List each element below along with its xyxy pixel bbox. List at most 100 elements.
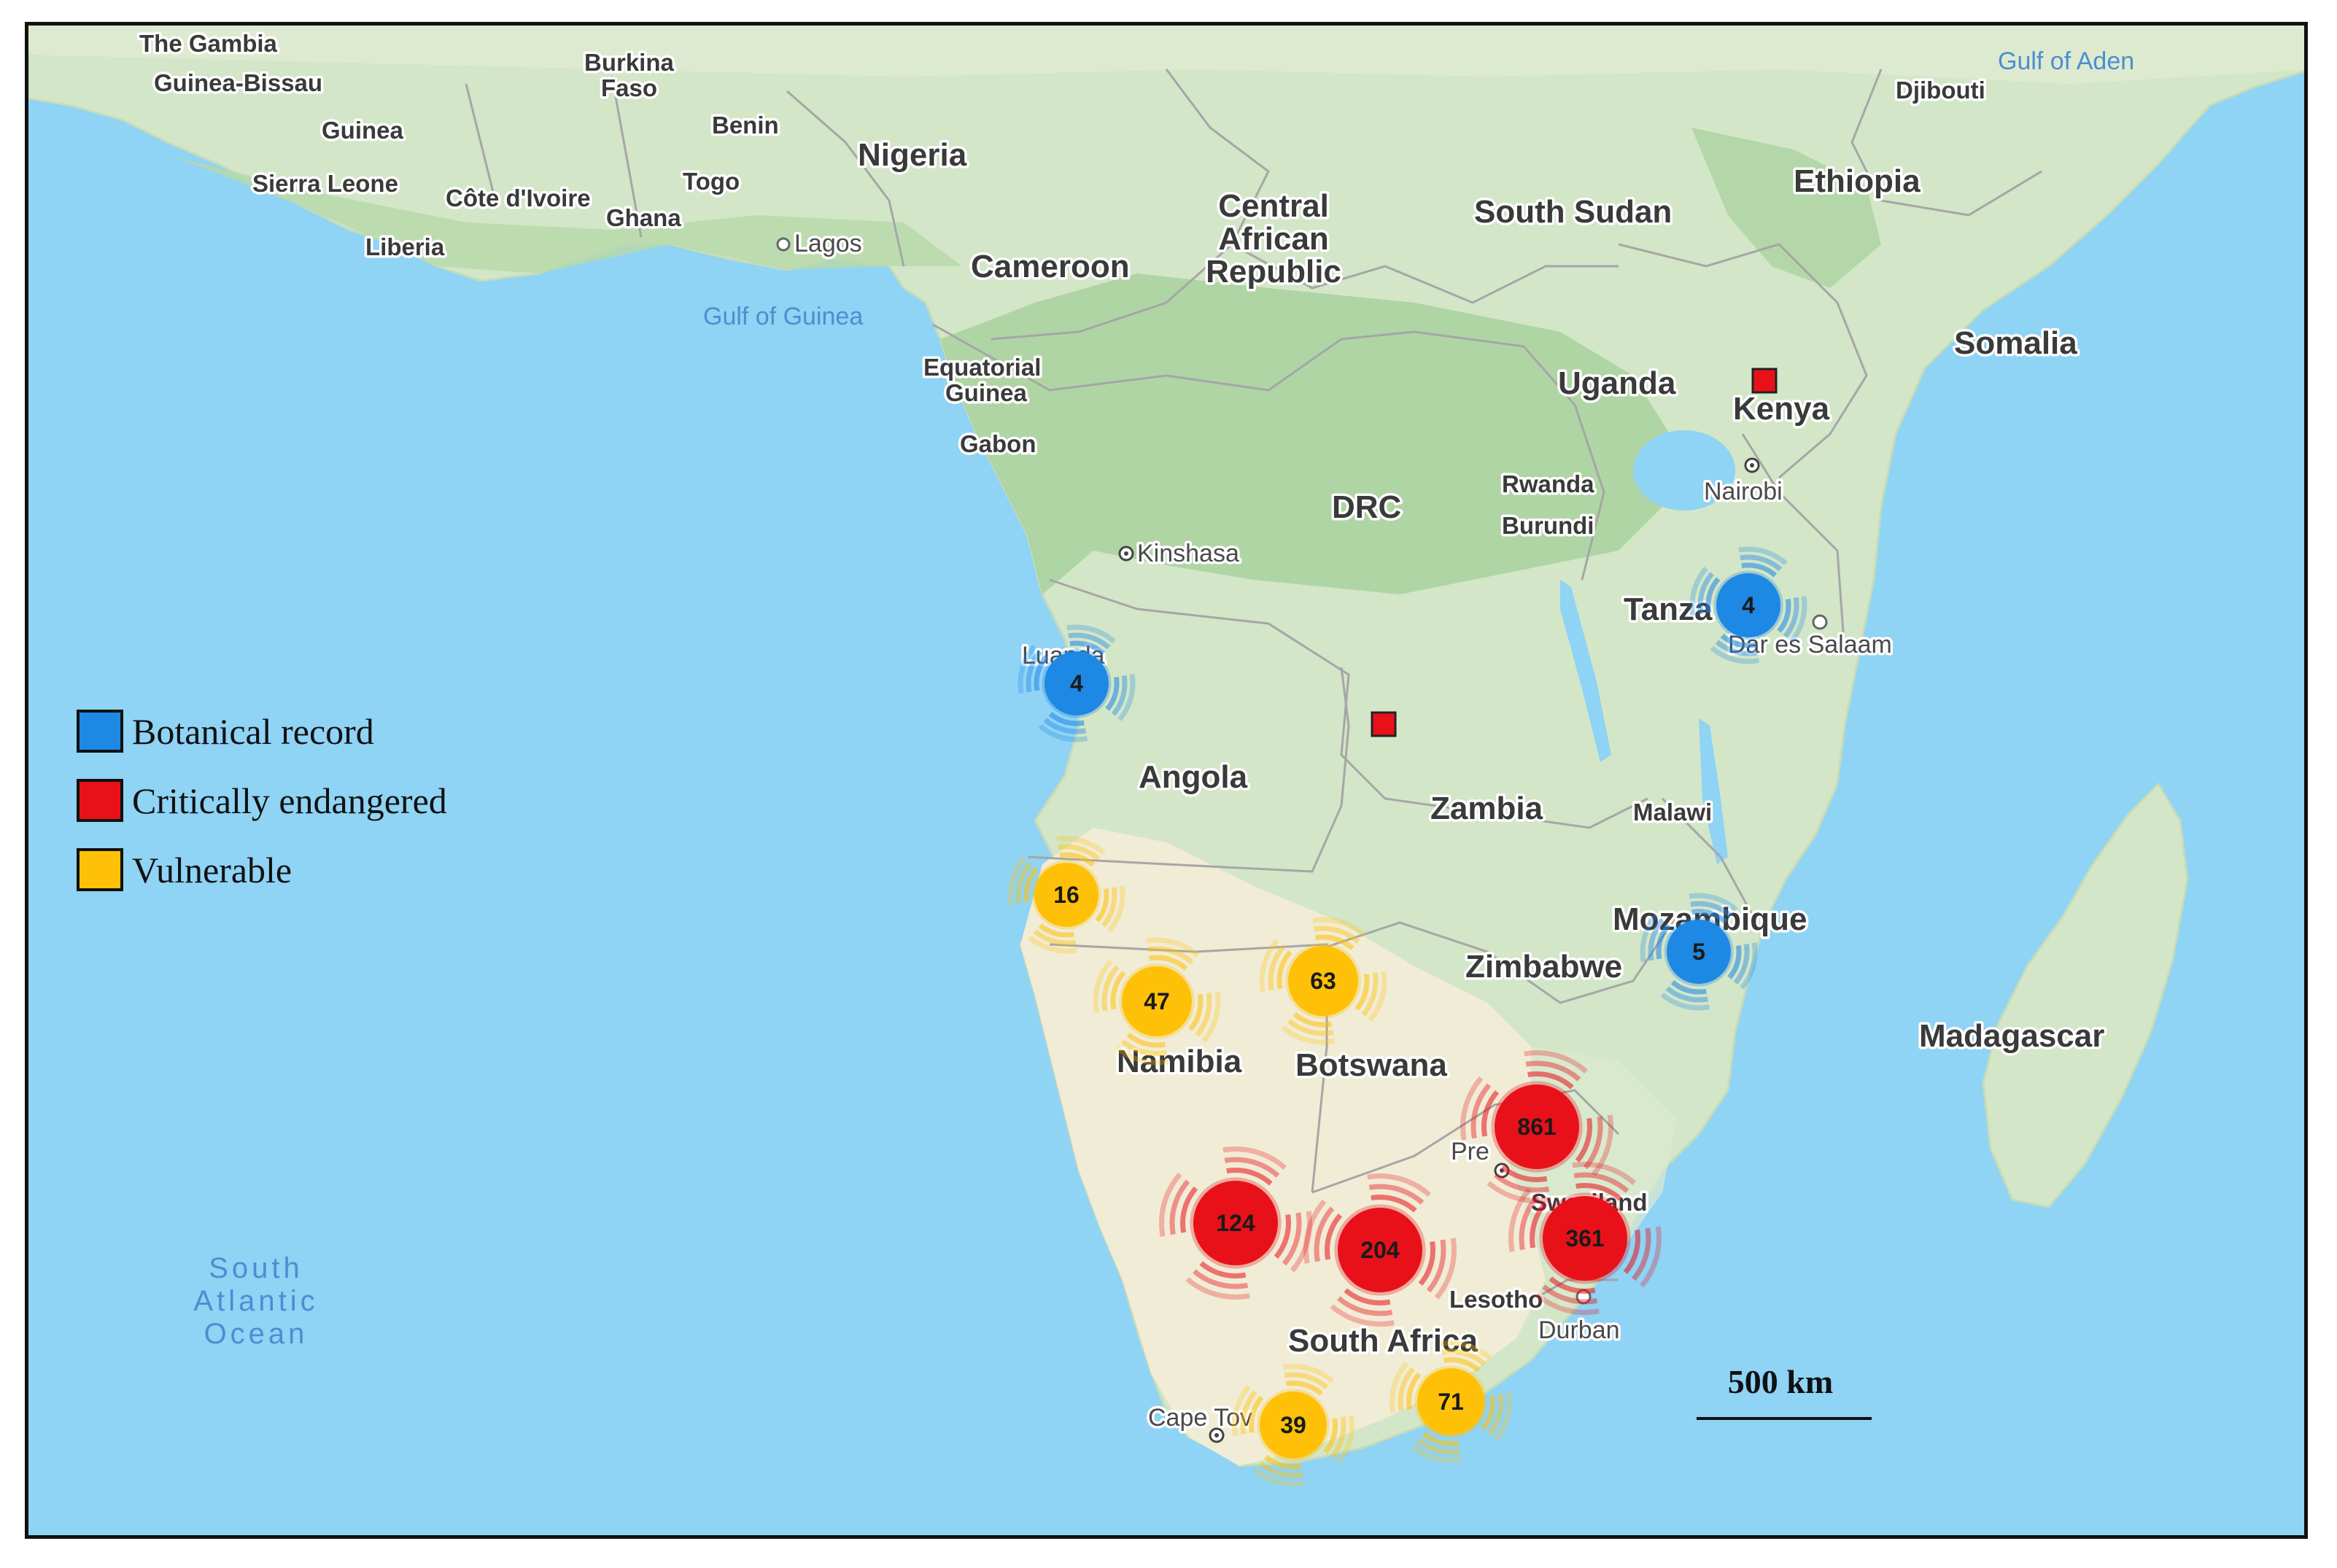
cluster-dot[interactable] (1034, 863, 1098, 927)
cluster-ripple (1303, 1173, 1457, 1327)
cluster-ripple (1398, 1348, 1504, 1455)
label-angola: Angola (1139, 759, 1248, 795)
cluster-luanda[interactable]: 4 (1018, 624, 1136, 742)
cluster-ripple (1249, 1381, 1338, 1470)
label-benin: Benin (712, 112, 779, 139)
cluster-ripple (1026, 632, 1128, 734)
lagos-dot (776, 237, 791, 252)
cluster-western-cape[interactable]: 39 (1232, 1364, 1354, 1486)
cluster-count: 47 (1144, 988, 1170, 1014)
label-south-africa: South Africa (1288, 1323, 1478, 1359)
cluster-botswana-north[interactable]: 63 (1259, 917, 1387, 1045)
label-nigeria: Nigeria (858, 137, 967, 173)
label-car-1: Central (1218, 188, 1329, 224)
label-durban: Durban (1538, 1316, 1620, 1344)
cluster-ripple (1159, 1146, 1312, 1300)
marker-layer[interactable] (1371, 368, 1778, 737)
cluster-dot[interactable] (1338, 1208, 1422, 1292)
cluster-dot[interactable] (1045, 651, 1109, 715)
cluster-dot[interactable] (1495, 1084, 1579, 1169)
scale-bar: 500 km (1697, 1363, 1872, 1420)
lake-malawi (1699, 718, 1728, 864)
cluster-ripple (1240, 1372, 1346, 1478)
cluster-kwazulu-natal[interactable]: 361 (1508, 1162, 1662, 1315)
legend-label-botanical: Botanical record (132, 711, 374, 752)
label-rwanda: Rwanda (1502, 470, 1594, 497)
label-burundi: Burundi (1502, 512, 1594, 539)
label-gabon: Gabon (960, 430, 1036, 457)
cluster-ripple (1705, 562, 1791, 648)
cluster-ripple (1481, 1071, 1592, 1182)
sahel-region (28, 26, 2304, 84)
label-guinea-bissau: Guinea-Bissau (154, 69, 322, 96)
cluster-tanzania[interactable]: 4 (1689, 546, 1807, 664)
label-lagos: Lagos (794, 230, 862, 257)
cluster-ripple (1697, 554, 1799, 656)
label-ghana: Ghana (606, 204, 681, 231)
cluster-dot[interactable] (1417, 1368, 1484, 1435)
label-sierra-leone: Sierra Leone (252, 170, 398, 197)
cluster-ripple (1169, 1157, 1302, 1289)
cluster-central-south-africa[interactable]: 204 (1303, 1173, 1457, 1327)
ocean-label-line-2: Atlantic (193, 1285, 318, 1317)
ocean-label-line-1: South (209, 1252, 303, 1284)
cluster-ripple (1180, 1168, 1291, 1278)
gulf-of-aden-label: Gulf of Aden (1998, 47, 2134, 75)
cluster-namibia-north[interactable]: 47 (1093, 937, 1221, 1066)
cluster-northern-cape[interactable]: 124 (1159, 1146, 1312, 1300)
label-kinshasa: Kinshasa (1137, 540, 1239, 567)
madagascar-landmass (1982, 782, 2189, 1208)
africa-map[interactable]: South Atlantic Ocean Gulf of Guinea Gulf… (28, 26, 2308, 1539)
label-cameroon: Cameroon (971, 249, 1130, 284)
cluster-count: 71 (1438, 1389, 1464, 1415)
cluster-ripple (1023, 852, 1109, 938)
lake-tanganyika (1560, 580, 1611, 762)
cluster-count: 124 (1216, 1210, 1255, 1236)
scale-bar-label: 500 km (1728, 1363, 1833, 1400)
label-burkina-faso-1: Burkina (584, 49, 675, 76)
cluster-count: 39 (1280, 1412, 1306, 1438)
cluster-ripple (1314, 1184, 1446, 1316)
cluster-ripple (1530, 1183, 1640, 1294)
label-djibouti: Djibouti (1896, 77, 1985, 104)
cluster-mozambique[interactable]: 5 (1640, 893, 1758, 1011)
legend-swatch-botanical (77, 710, 123, 753)
label-uganda: Uganda (1558, 365, 1676, 401)
cluster-angola-south[interactable]: 16 (1007, 836, 1125, 954)
forest-region-east (1691, 128, 1881, 288)
cape-town-dot-inner (1214, 1433, 1219, 1437)
label-kenya: Kenya (1733, 391, 1830, 427)
cluster-count: 861 (1517, 1114, 1556, 1140)
cluster-ripple (1101, 946, 1212, 1057)
cluster-northeast-south-africa[interactable]: 861 (1460, 1050, 1613, 1203)
cluster-ripple (1110, 955, 1204, 1048)
marker-zambia-drc-border[interactable] (1371, 711, 1397, 737)
cluster-dot[interactable] (1288, 946, 1358, 1016)
label-cape-town: Cape Tov (1148, 1404, 1252, 1432)
cluster-ripple (1093, 937, 1221, 1066)
label-car-3: Republic (1206, 254, 1341, 290)
cluster-dot[interactable] (1260, 1392, 1327, 1459)
label-liberia: Liberia (365, 233, 445, 260)
cluster-dot[interactable] (1122, 966, 1192, 1036)
cluster-dot[interactable] (1716, 573, 1780, 637)
cluster-eastern-cape[interactable]: 71 (1390, 1340, 1512, 1463)
label-lesotho: Lesotho (1449, 1286, 1543, 1313)
label-cote-divoire: Côte d'Ivoire (446, 185, 591, 211)
place-labels: The Gambia Guinea-Bissau Guinea Burkina … (137, 28, 2107, 1435)
cluster-ripple (1390, 1340, 1512, 1463)
cluster-dot[interactable] (1193, 1181, 1278, 1265)
cluster-dot[interactable] (1543, 1196, 1627, 1281)
cluster-ripple (1034, 640, 1120, 726)
forest-region (940, 273, 1670, 594)
cluster-count: 204 (1360, 1237, 1400, 1263)
cluster-dot[interactable] (1667, 920, 1731, 984)
cluster-layer[interactable]: 4 4 5 16 47 63 861 124 204 361 39 71 (1007, 546, 1807, 1486)
label-botswana: Botswana (1295, 1047, 1447, 1083)
marker-kenya[interactable] (1751, 368, 1778, 394)
cluster-ripple (1508, 1162, 1662, 1315)
label-guinea: Guinea (322, 117, 404, 144)
label-the-gambia: The Gambia (139, 30, 278, 57)
label-tanzania: Tanza (1624, 591, 1713, 627)
cluster-ripple (1276, 934, 1370, 1028)
